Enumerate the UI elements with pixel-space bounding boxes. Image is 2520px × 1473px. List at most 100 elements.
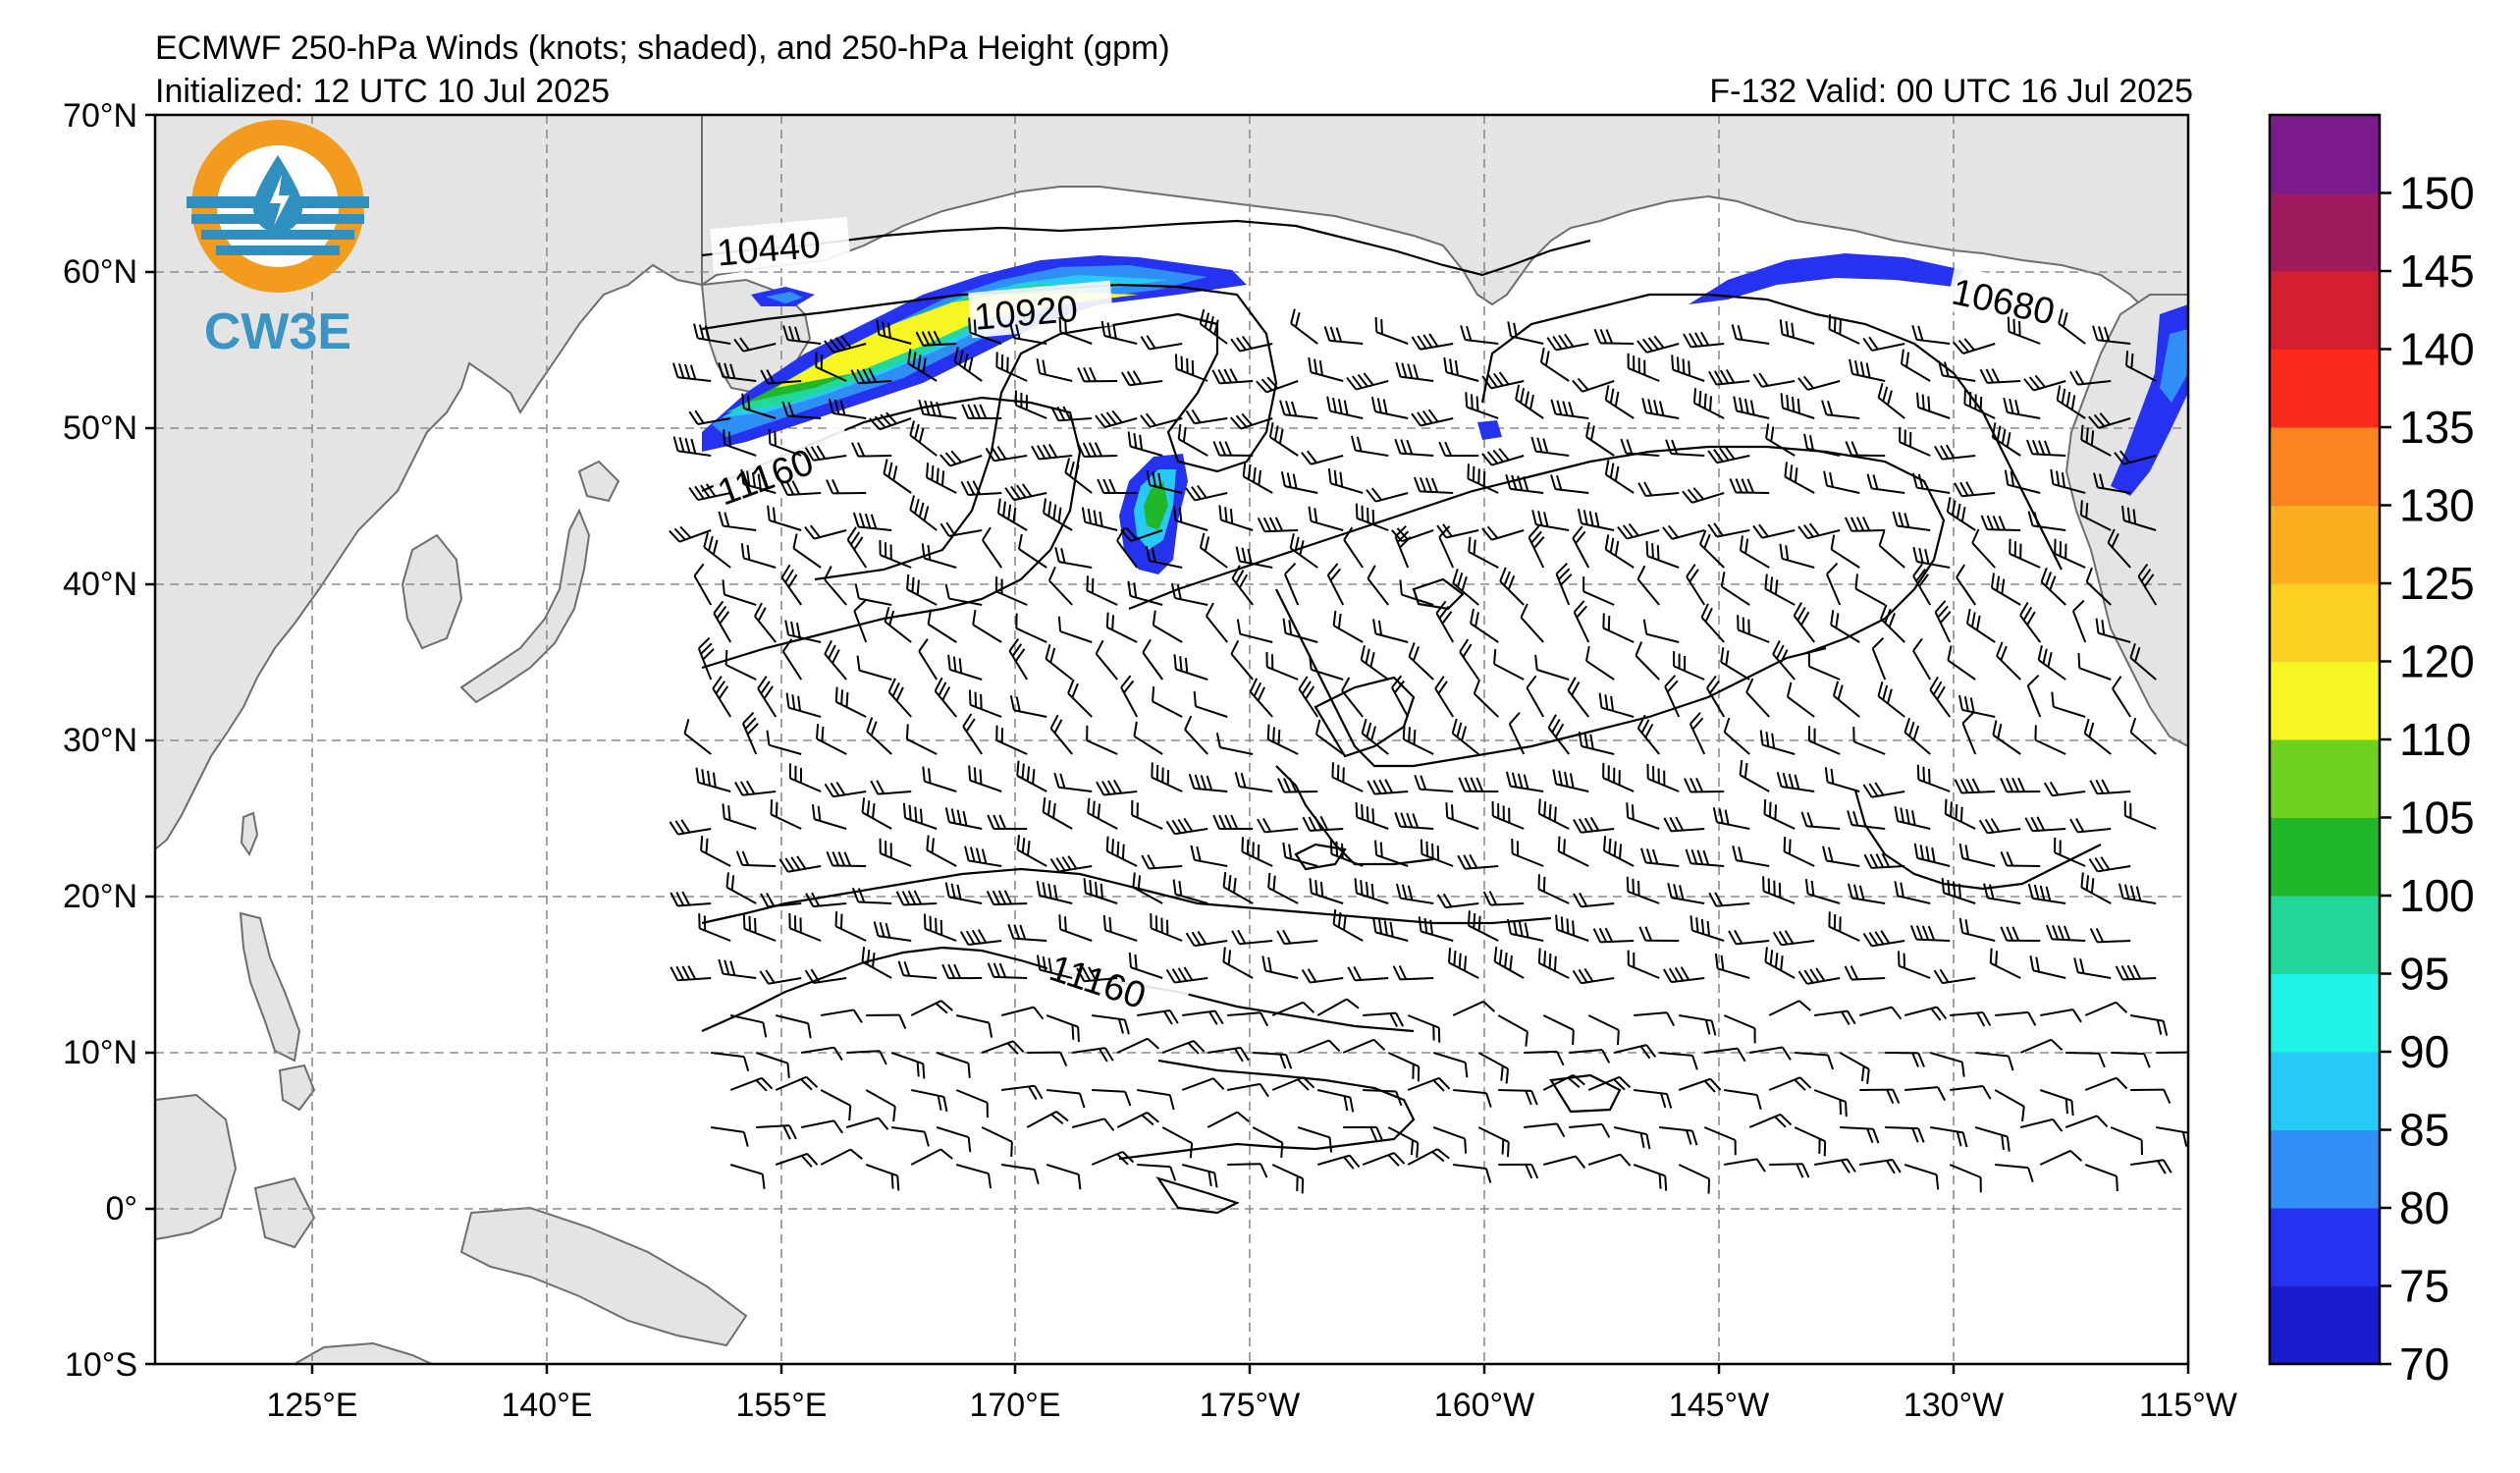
lon-label-175w: 175°W <box>1200 1387 1300 1424</box>
wind-barb <box>735 850 777 867</box>
wind-barb <box>1941 878 1976 904</box>
wind-barb <box>1230 335 1273 353</box>
wind-barb <box>1467 910 1499 942</box>
wind-barb <box>2019 1038 2064 1054</box>
wind-barb <box>826 850 867 867</box>
lon-label-140e: 140°E <box>501 1387 592 1424</box>
wind-barb <box>756 1124 797 1140</box>
wind-barb <box>1227 1163 1268 1178</box>
wind-barb <box>1587 1153 1632 1167</box>
wind-barb <box>1271 1001 1315 1016</box>
wind-barb <box>982 526 1003 569</box>
wind-barb <box>755 1052 790 1078</box>
wind-barb <box>906 573 938 606</box>
wind-barb <box>672 436 712 457</box>
lon-ticks <box>310 1364 2190 1374</box>
wind-barb <box>1482 891 1525 906</box>
wind-barb <box>824 335 867 354</box>
wind-barb <box>1813 1089 1848 1118</box>
wind-barb <box>1912 546 1951 569</box>
wind-barb <box>1552 769 1589 792</box>
wind-barb <box>1634 1011 1676 1027</box>
wind-barb <box>2040 567 2066 606</box>
wind-barb <box>1001 1084 1044 1101</box>
wind-barb <box>1297 1126 1333 1153</box>
wind-barb <box>778 855 822 873</box>
wind-barb <box>1007 923 1047 942</box>
wind-barb <box>1808 726 1841 755</box>
wind-barb <box>1671 355 1705 382</box>
lat-label-10s: 10°S <box>65 1346 137 1384</box>
land-asia <box>155 115 703 851</box>
wind-barb <box>1236 619 1273 643</box>
wind-barb <box>2069 818 2112 834</box>
wind-barb <box>869 411 912 431</box>
wind-barb <box>947 654 983 681</box>
wind-barb <box>1374 840 1409 867</box>
wind-barb <box>1432 1052 1469 1078</box>
wind-barb <box>1394 524 1412 569</box>
wind-barb <box>1903 717 1931 755</box>
wind-barb <box>1636 714 1660 755</box>
wind-barb <box>1634 1089 1673 1109</box>
wind-barb <box>936 1126 972 1153</box>
contour-label-10920: 10920 <box>973 289 1080 339</box>
wind-barb <box>865 1089 896 1121</box>
wind-barb <box>1332 909 1364 942</box>
wind-barb <box>1641 398 1680 419</box>
colorbar-tick-label: 85 <box>2399 1105 2449 1156</box>
wind-barb <box>887 678 912 718</box>
wind-barb <box>811 803 847 830</box>
wind-barb <box>1614 1126 1651 1150</box>
wind-barb <box>1343 1125 1384 1142</box>
wind-barb <box>1934 600 1952 643</box>
wind-barb <box>775 1075 819 1091</box>
wind-barb <box>1880 604 1905 643</box>
wind-barb <box>1627 950 1660 979</box>
wind-barb <box>1929 676 1952 718</box>
contour-labels: 10440 10920 11160 10680 11160 <box>708 216 2095 1030</box>
wind-barb <box>1284 563 1300 606</box>
wind-barb <box>2130 1088 2171 1104</box>
wind-barb <box>1840 1126 1880 1144</box>
wind-barb <box>2058 308 2086 345</box>
wind-barb <box>953 347 983 382</box>
wind-barb <box>2051 691 2086 718</box>
wind-barb <box>1772 640 1796 681</box>
wind-barb <box>1587 1075 1632 1091</box>
wind-barb <box>1930 1126 1968 1148</box>
wind-barb <box>1679 1014 1717 1036</box>
wind-barb <box>1414 774 1454 792</box>
wind-barb <box>2088 412 2131 429</box>
wind-barb <box>907 349 938 382</box>
wind-barb <box>2084 1164 2118 1192</box>
wind-barb <box>1132 872 1163 904</box>
wind-barb <box>1508 712 1526 755</box>
wind-barb <box>1355 801 1389 830</box>
wind-barb <box>1282 842 1318 867</box>
wind-barb <box>1253 1052 1293 1069</box>
wind-barb <box>1499 567 1525 606</box>
wind-barb <box>1768 1076 1812 1091</box>
wind-barb <box>700 835 731 867</box>
wind-barb <box>1720 647 1750 681</box>
wind-barb <box>1912 637 1932 681</box>
wind-barb <box>1327 468 1364 494</box>
wind-barb <box>1452 1000 1496 1016</box>
wind-barb <box>1804 879 1841 904</box>
cw3e-logo: CW3E <box>187 120 369 360</box>
wind-barb <box>729 1076 774 1092</box>
wind-barb <box>1897 951 1931 979</box>
wind-barb <box>1752 372 1796 388</box>
wind-barb <box>1493 947 1525 979</box>
wind-barb <box>1728 929 1770 946</box>
wind-barb <box>1603 836 1635 867</box>
wind-barb <box>1807 651 1841 681</box>
wind-barb <box>1542 1014 1575 1046</box>
wind-barb <box>1408 642 1434 681</box>
wind-barb <box>1569 1122 1611 1138</box>
wind-barb <box>986 890 1028 906</box>
wind-barb <box>1053 772 1093 792</box>
wind-barb <box>1314 719 1344 755</box>
wind-barb <box>1309 878 1344 904</box>
